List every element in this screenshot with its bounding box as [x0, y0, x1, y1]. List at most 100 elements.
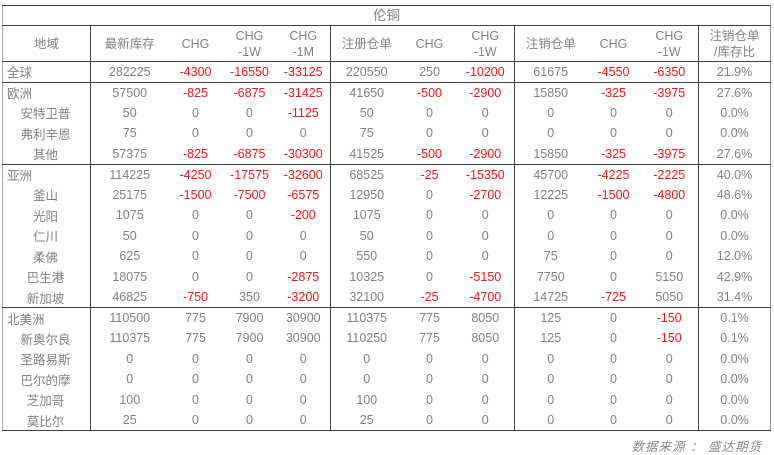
value-cell: 550 — [330, 246, 403, 267]
table-row: 巴尔的摩 0 0 0 0 0 0 0 0 0 0 0.0% — [3, 369, 771, 390]
value-cell: 0 — [426, 105, 433, 120]
value-cell: 775 — [185, 331, 206, 346]
value-cell: 0 — [665, 228, 673, 243]
value-cell: 0 — [192, 372, 199, 387]
value-cell: 8050 — [471, 331, 500, 346]
value-cell: 45700 — [514, 164, 587, 185]
value-cell: -4300 — [179, 64, 212, 79]
table-row: 柔佛 625 0 0 0 550 0 0 75 0 0 12.0% — [3, 246, 771, 267]
value-cell: -825 — [182, 85, 209, 100]
value-cell: 50 — [90, 102, 169, 123]
table-row: 新奥尔良 110375 775 7900 30900 110250 775 8050 125 0 -… — [3, 328, 771, 349]
region-cell: 光阳 — [32, 209, 58, 224]
col-header-chg-1w-3: CHG -1W — [655, 28, 684, 59]
value-cell: 41650 — [330, 82, 403, 103]
value-cell: 282225 — [90, 61, 169, 82]
table-title: 伦铜 — [373, 8, 401, 23]
value-cell: 1075 — [330, 205, 403, 226]
value-cell: -6350 — [653, 64, 686, 79]
value-cell: 0.0% — [697, 225, 771, 246]
value-cell: 0 — [610, 351, 617, 366]
value-cell: 0.0% — [697, 205, 771, 226]
value-cell: 0 — [246, 126, 253, 141]
value-cell: -750 — [182, 290, 209, 304]
table-row: 欧洲 57500 -825 -6875 -31425 41650 -500 -2900 1585… — [3, 82, 771, 103]
region-cell: 亚洲 — [7, 169, 33, 183]
col-header-chg-3: CHG — [599, 36, 628, 51]
value-cell: -3975 — [653, 146, 686, 161]
value-cell: -5150 — [469, 269, 502, 284]
value-cell: 0 — [246, 208, 253, 223]
table-row: 全球 282225 -4300 -16550 -33125 220550 250 -10200… — [2, 61, 771, 82]
value-cell: 0 — [481, 208, 489, 223]
value-cell: -4250 — [179, 167, 212, 182]
value-cell: 125 — [514, 328, 587, 349]
value-cell: 0 — [426, 249, 433, 264]
value-cell: -10200 — [465, 64, 505, 79]
region-cell: 其他 — [32, 148, 58, 162]
value-cell: 0 — [192, 351, 199, 366]
region-cell: 全球 — [7, 66, 33, 81]
region-cell: 釜山 — [32, 189, 58, 204]
table-row: 亚洲 114225 -4250 -17575 -32600 68525 -25 -15350 4… — [3, 164, 771, 185]
value-cell: -6875 — [233, 85, 266, 100]
col-header-chg-1w: CHG -1W — [235, 28, 264, 59]
value-cell: 57500 — [90, 82, 169, 103]
col-header-chg-1m: CHG -1M — [289, 28, 318, 59]
table-row: 芝加哥 100 0 0 0 100 0 0 0 0 0 0.0% — [3, 389, 771, 410]
value-cell: 15850 — [514, 82, 587, 103]
value-cell: 48.6% — [697, 184, 771, 205]
value-cell: 25175 — [90, 184, 169, 205]
value-cell: 0.0% — [697, 102, 771, 123]
region-cell: 新奥尔良 — [20, 332, 71, 347]
lme-copper-inventory-table: 伦铜 地域 最新库存 CHG CHG -1W CHG -1M 注册仓单 CHG CH… — [2, 5, 772, 431]
value-cell: -725 — [600, 290, 627, 304]
value-cell: 0 — [426, 228, 433, 243]
value-cell: -2225 — [653, 167, 686, 182]
value-cell: 0 — [299, 126, 307, 141]
value-cell: 0 — [514, 410, 587, 431]
value-cell: -7500 — [233, 187, 266, 202]
value-cell: 0 — [246, 228, 253, 243]
table-row: 釜山 25175 -1500 -7500 -6575 12950 0 -2700 12225 -1… — [3, 184, 771, 205]
table-row: 巴生港 18075 0 0 -2875 10325 0 -5150 7750 0 5150 42.9% — [3, 266, 771, 287]
region-cell: 仁川 — [32, 230, 58, 245]
value-cell: -3975 — [653, 85, 686, 100]
value-cell: 12950 — [330, 184, 403, 205]
value-cell: -6575 — [287, 187, 320, 202]
value-cell: 0 — [330, 369, 403, 390]
value-cell: -16550 — [230, 64, 269, 79]
value-cell: 12225 — [514, 184, 587, 205]
col-header-chg: CHG — [181, 36, 210, 51]
value-cell: 25 — [330, 410, 403, 431]
value-cell: 0.1% — [697, 328, 771, 349]
value-cell: 0 — [665, 105, 673, 120]
value-cell: 10325 — [330, 266, 403, 287]
value-cell: 0 — [192, 249, 199, 264]
value-cell: 0 — [192, 208, 199, 223]
value-cell: -2700 — [469, 187, 502, 202]
value-cell: -1500 — [179, 187, 212, 202]
region-cell: 北美洲 — [7, 312, 45, 327]
value-cell: 0 — [610, 269, 617, 284]
value-cell: 7900 — [235, 331, 264, 346]
table-row: 安特卫普 50 0 0 -1125 50 0 0 0 0 0 0.0% — [3, 102, 771, 123]
table-row: 弗利辛恩 75 0 0 0 75 0 0 0 0 0 0.0% — [3, 123, 771, 144]
value-cell: 0 — [665, 372, 673, 387]
value-cell: 42.9% — [697, 266, 771, 287]
col-header-region: 地域 — [33, 36, 59, 51]
value-cell: 114225 — [90, 164, 169, 185]
value-cell: 0 — [426, 351, 433, 366]
value-cell: 775 — [419, 331, 440, 346]
value-cell: 5050 — [655, 290, 684, 304]
value-cell: 0 — [192, 392, 199, 407]
value-cell: -2875 — [287, 269, 320, 284]
value-cell: 0 — [481, 228, 489, 243]
value-cell: 0.1% — [697, 307, 771, 328]
value-cell: 0 — [610, 392, 617, 407]
value-cell: 57375 — [90, 143, 169, 164]
value-cell: 0 — [481, 105, 489, 120]
value-cell: 15850 — [514, 143, 587, 164]
value-cell: -200 — [290, 208, 316, 223]
value-cell: 0 — [192, 228, 199, 243]
